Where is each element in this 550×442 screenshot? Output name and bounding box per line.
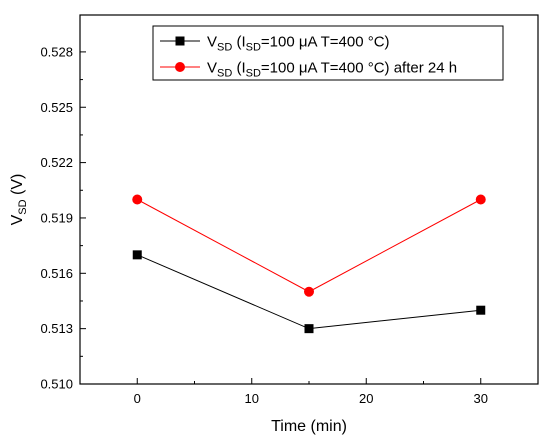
series <box>132 250 486 334</box>
legend-text-part: (I <box>232 34 245 51</box>
y-axis-title: VSD (V) <box>9 174 29 226</box>
x-tick-label: 20 <box>359 391 373 406</box>
y-tick-label: 0.513 <box>40 321 73 336</box>
legend: VSD (ISD=100 μA T=400 °C)VSD (ISD=100 μA… <box>152 25 504 81</box>
axis-ticks: 0 10 20 30 0.510 0.513 0.516 0.519 0.522 0.525 0.5… <box>40 44 539 406</box>
legend-text-part: V <box>207 60 217 77</box>
legend-text-part: =100 μA T=400 °C) after 24 h <box>261 60 457 77</box>
y-tick-label: 0.519 <box>40 210 73 225</box>
legend-subscript: SD <box>217 42 232 54</box>
y-tick-label: 0.525 <box>40 100 73 115</box>
y-axis-title-main: V <box>9 214 26 225</box>
series <box>132 194 486 297</box>
data-point <box>175 62 185 72</box>
y-tick-label: 0.522 <box>40 155 73 170</box>
data-point <box>304 324 314 334</box>
y-tick-label: 0.510 <box>40 377 73 392</box>
legend-subscript: SD <box>217 68 232 80</box>
x-tick-label: 30 <box>474 391 488 406</box>
data-point <box>476 305 486 315</box>
x-tick-label: 10 <box>245 391 259 406</box>
legend-text-part: (I <box>232 60 245 77</box>
data-point <box>304 286 314 297</box>
legend-item: VSD (ISD=100 μA T=400 °C) <box>160 34 390 54</box>
data-point <box>132 250 142 260</box>
data-point <box>475 194 486 205</box>
legend-box <box>152 25 504 81</box>
x-tick-label: 0 <box>134 391 141 406</box>
y-tick-label: 0.516 <box>40 266 73 281</box>
y-axis-title-sub: SD <box>17 199 29 214</box>
series-group <box>132 194 486 334</box>
legend-text-part: =100 μA T=400 °C) <box>261 34 390 51</box>
series-line <box>137 199 481 293</box>
legend-label: VSD (ISD=100 μA T=400 °C) after 24 h <box>207 60 457 80</box>
x-axis-title: Time (min) <box>271 418 347 435</box>
legend-item: VSD (ISD=100 μA T=400 °C) after 24 h <box>160 60 457 80</box>
legend-subscript: SD <box>246 42 261 54</box>
legend-text-part: V <box>207 34 217 51</box>
data-point <box>175 36 185 46</box>
y-axis-title-unit: (V) <box>9 174 26 200</box>
legend-subscript: SD <box>246 68 261 80</box>
y-tick-label: 0.528 <box>40 44 73 59</box>
legend-label: VSD (ISD=100 μA T=400 °C) <box>207 34 390 54</box>
data-point <box>132 194 143 205</box>
